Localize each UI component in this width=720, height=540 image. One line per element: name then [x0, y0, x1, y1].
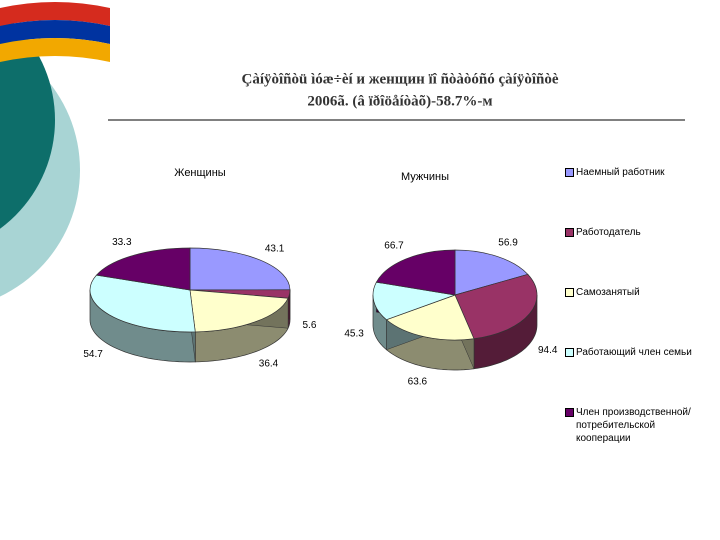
data-label: 56.9 [498, 238, 518, 249]
flag-red [0, 2, 110, 26]
flag-blue [0, 20, 110, 44]
legend-entry: Наемный работник [565, 166, 695, 179]
legend-label: Самозанятый [576, 287, 640, 298]
slice [189, 247, 291, 291]
slice [89, 274, 196, 333]
legend-swatch [565, 228, 574, 237]
data-label: 43.1 [265, 243, 285, 254]
slice [454, 249, 529, 296]
legend-swatch [565, 168, 574, 177]
slice [375, 249, 456, 296]
legend-label: Наемный работник [576, 167, 665, 178]
pie-title: Мужчины [401, 171, 449, 183]
data-label: 63.6 [408, 376, 428, 387]
data-label: 94.4 [538, 345, 558, 356]
slice [454, 273, 538, 340]
slice [95, 247, 191, 291]
data-label: 54.7 [83, 349, 103, 360]
data-label: 45.3 [344, 329, 364, 340]
slide-title: Çàíÿòîñòü ìóæ÷èí и женщин ïî ñòàòóñó çàí… [242, 71, 559, 87]
slice [189, 289, 289, 333]
legend-swatch [565, 408, 574, 417]
legend-swatch [565, 348, 574, 357]
legend-label: Работающий член семьи [576, 347, 692, 358]
slice [372, 281, 457, 321]
legend-entry: Член производственной/потребительской ко… [565, 406, 695, 445]
data-label: 33.3 [112, 237, 132, 248]
legend-label: Член производственной/потребительской ко… [576, 407, 691, 444]
slide-title: 2006ã. (â ïðîöåíòàõ)-58.7%-м [307, 93, 492, 109]
slice [385, 294, 475, 341]
legend-swatch [565, 288, 574, 297]
flag-orange [0, 38, 110, 62]
data-label: 36.4 [259, 359, 279, 370]
data-label: 5.6 [303, 320, 317, 331]
legend-entry: Самозанятый [565, 286, 695, 299]
legend-label: Работодатель [576, 227, 641, 238]
pie-title: Женщины [174, 167, 225, 179]
legend-entry: Работодатель [565, 226, 695, 239]
data-label: 66.7 [384, 241, 404, 252]
decor-circle [0, 11, 55, 229]
legend-entry: Работающий член семьи [565, 346, 695, 359]
